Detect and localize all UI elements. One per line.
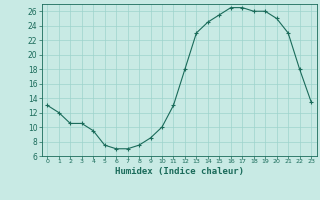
X-axis label: Humidex (Indice chaleur): Humidex (Indice chaleur)	[115, 167, 244, 176]
